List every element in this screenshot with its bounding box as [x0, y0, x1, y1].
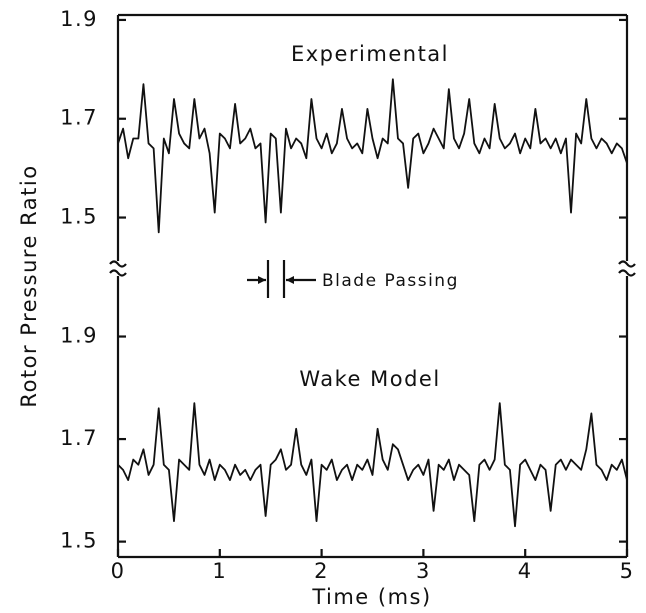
y-tick-label: 1.7 [60, 106, 98, 130]
x-tick-label: 4 [518, 559, 533, 583]
data-line [117, 78, 628, 234]
x-tick-label: 3 [416, 559, 431, 583]
y-tick-label: 1.5 [60, 205, 98, 229]
y-tick-label: 1.5 [60, 529, 98, 553]
x-axis-label: Time (ms) [311, 585, 431, 609]
x-tick-label: 1 [212, 559, 227, 583]
series-label: Experimental [291, 42, 449, 66]
y-tick-label: 1.9 [60, 7, 98, 31]
annotation: Blade Passing [322, 271, 459, 291]
axis-frame [109, 13, 636, 559]
data-line [117, 402, 628, 528]
x-tick-label: 0 [111, 559, 126, 583]
series-label: Wake Model [299, 367, 440, 391]
y-tick-label: 1.7 [60, 426, 98, 450]
y-axis-label: Rotor Pressure Ratio [17, 164, 41, 407]
x-tick-label: 2 [314, 559, 329, 583]
x-tick-label: 5 [620, 559, 635, 583]
y-tick-label: 1.9 [60, 324, 98, 348]
annotation-arrows [247, 260, 316, 298]
